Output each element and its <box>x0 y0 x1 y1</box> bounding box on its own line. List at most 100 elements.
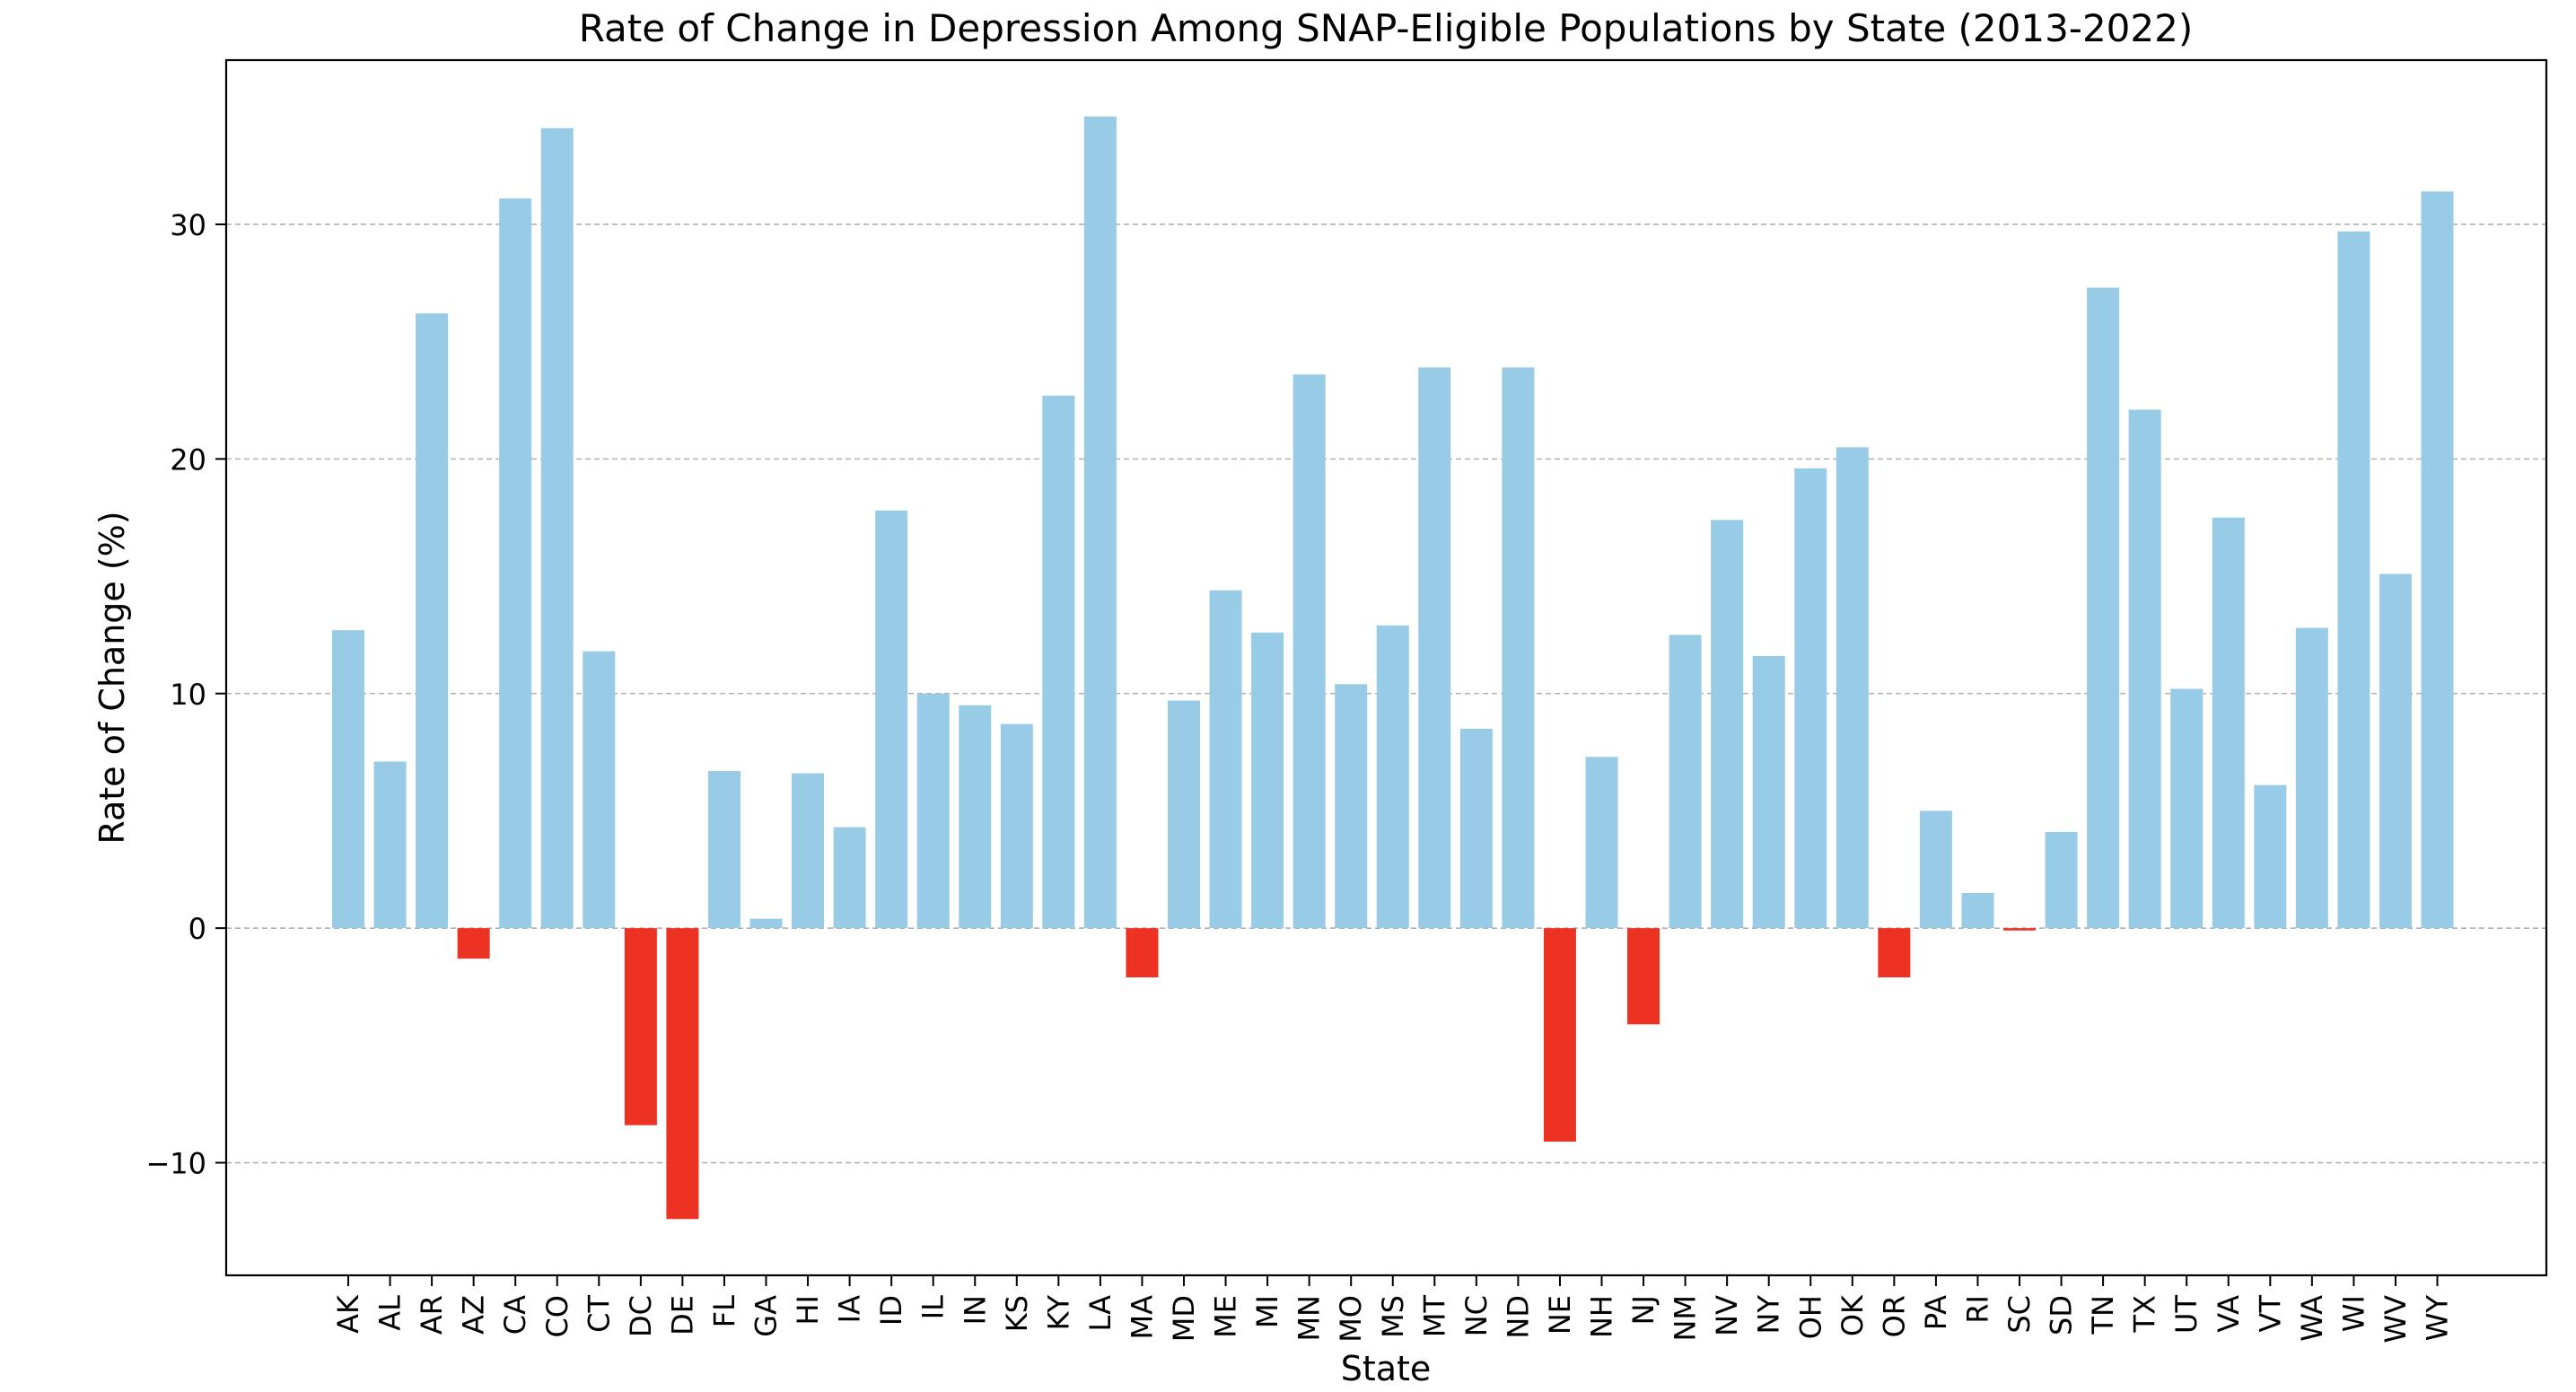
bar-nj <box>1627 928 1660 1025</box>
y-tick-label: 0 <box>188 912 206 946</box>
bar-oh <box>1794 468 1827 929</box>
bar-me <box>1209 590 1242 929</box>
x-tick-label: IA <box>833 1295 867 1323</box>
bar-ok <box>1836 447 1869 929</box>
x-tick-label: NE <box>1543 1295 1577 1335</box>
x-tick-label: AR <box>415 1295 449 1335</box>
x-tick-label: AL <box>373 1295 407 1331</box>
x-tick-label: ME <box>1209 1295 1243 1338</box>
bar-ia <box>833 827 866 929</box>
bar-ga <box>749 918 783 929</box>
x-tick-label: PA <box>1919 1295 1953 1330</box>
bar-nh <box>1585 757 1618 929</box>
y-ticks: −10 0 10 20 30 <box>145 208 226 1181</box>
x-tick-label: WA <box>2295 1295 2329 1342</box>
x-tick-label: MN <box>1292 1295 1327 1342</box>
x-tick-label: IN <box>958 1295 992 1325</box>
x-tick-label: OR <box>1877 1295 1911 1337</box>
x-tick-label: MA <box>1125 1295 1159 1340</box>
x-ticks: AK AL AR AZ CA CO CT DC DE FL GA HI IA ID IL IN KS KY LA MA… <box>331 1275 2455 1344</box>
x-tick-label: KS <box>1000 1295 1034 1332</box>
x-tick-label: DE <box>665 1295 699 1335</box>
bar-de <box>666 928 699 1220</box>
bar-dc <box>624 928 657 1125</box>
x-tick-label: NV <box>1710 1295 1744 1336</box>
bar-ak <box>332 630 364 929</box>
bar-ny <box>1752 655 1785 929</box>
x-tick-label: KY <box>1041 1295 1075 1331</box>
bar-wy <box>2421 191 2454 929</box>
x-tick-label: ND <box>1501 1295 1535 1339</box>
bar-mn <box>1292 374 1326 929</box>
bar-ri <box>1961 892 1994 929</box>
bar-wa <box>2295 627 2328 929</box>
bar-ma <box>1126 928 1159 978</box>
bar-mi <box>1251 632 1284 929</box>
x-axis-label: State <box>1341 1349 1432 1388</box>
y-tick-label: 10 <box>170 678 206 712</box>
x-tick-label: VT <box>2253 1295 2287 1333</box>
x-tick-label: HI <box>791 1295 825 1326</box>
bar-wi <box>2337 231 2370 929</box>
bar-ct <box>583 651 616 929</box>
x-tick-label: NM <box>1669 1295 1703 1342</box>
bar-mt <box>1418 367 1451 929</box>
bar-ks <box>1000 723 1033 929</box>
bar-ar <box>416 313 449 929</box>
bar-ca <box>499 198 532 929</box>
bars <box>332 116 2454 1220</box>
y-tick-label: 20 <box>170 442 206 477</box>
x-tick-label: AK <box>331 1294 365 1334</box>
bar-al <box>373 761 407 929</box>
bar-sd <box>2045 831 2078 929</box>
y-axis-label: Rate of Change (%) <box>92 511 132 844</box>
bar-sc <box>2003 928 2036 931</box>
x-tick-label: NY <box>1752 1295 1786 1335</box>
bar-ne <box>1543 928 1576 1142</box>
x-tick-label: MS <box>1376 1295 1410 1338</box>
x-tick-label: OH <box>1793 1295 1827 1339</box>
bar-tx <box>2128 409 2161 929</box>
bar-nv <box>1711 520 1744 929</box>
bar-il <box>916 693 950 929</box>
x-tick-label: TN <box>2086 1295 2120 1335</box>
x-tick-label: MD <box>1167 1295 1201 1342</box>
x-tick-label: MT <box>1417 1295 1451 1338</box>
x-tick-label: CT <box>582 1295 616 1333</box>
y-tick-label: 30 <box>170 208 206 242</box>
bar-md <box>1168 700 1200 929</box>
bar-az <box>457 928 490 959</box>
bar-nd <box>1502 367 1535 929</box>
bar-fl <box>707 771 740 929</box>
x-tick-label: OK <box>1836 1294 1870 1336</box>
bar-pa <box>1919 810 1952 929</box>
x-tick-label: FL <box>707 1295 741 1327</box>
bar-nm <box>1669 635 1702 929</box>
x-tick-label: UT <box>2169 1295 2204 1334</box>
bar-la <box>1083 116 1117 929</box>
bar-ky <box>1042 395 1075 929</box>
x-tick-label: WI <box>2336 1295 2370 1332</box>
x-tick-label: MI <box>1250 1295 1284 1328</box>
bar-va <box>2212 517 2245 929</box>
bar-mo <box>1335 684 1368 929</box>
bar-ut <box>2170 688 2204 929</box>
x-tick-label: NH <box>1585 1295 1619 1338</box>
bar-or <box>1878 928 1911 978</box>
bar-ms <box>1376 625 1409 929</box>
x-tick-label: WY <box>2421 1295 2455 1342</box>
bar-in <box>959 705 992 929</box>
x-tick-label: SD <box>2045 1295 2079 1335</box>
bar-id <box>875 510 908 929</box>
chart-title: Rate of Change in Depression Among SNAP-… <box>579 6 2193 50</box>
x-tick-label: WV <box>2379 1295 2413 1344</box>
x-tick-label: IL <box>916 1295 951 1319</box>
x-tick-label: NJ <box>1626 1295 1660 1325</box>
x-tick-label: DC <box>624 1295 658 1337</box>
x-tick-label: SC <box>2002 1295 2037 1334</box>
bar-wv <box>2379 573 2412 929</box>
x-tick-label: NC <box>1459 1295 1494 1336</box>
x-tick-label: MO <box>1334 1295 1368 1343</box>
